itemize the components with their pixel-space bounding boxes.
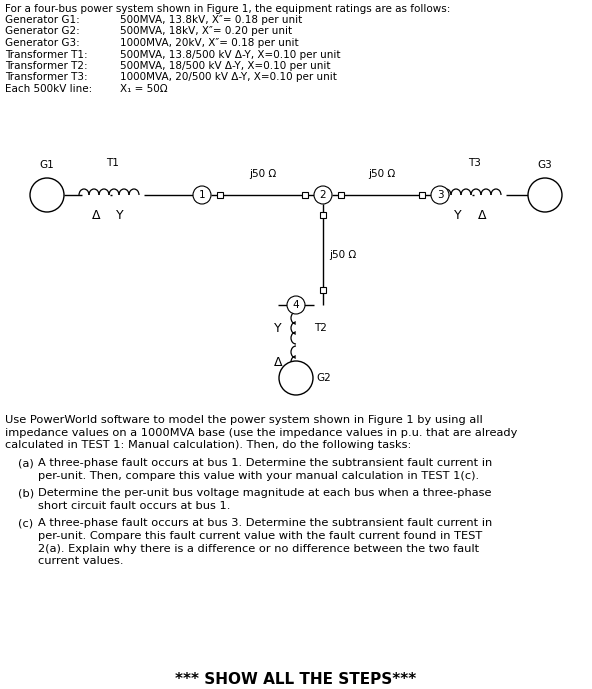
Text: (c): (c) bbox=[18, 519, 33, 528]
Circle shape bbox=[279, 361, 313, 395]
Text: Transformer T3:: Transformer T3: bbox=[5, 72, 88, 83]
Text: 500MVA, 18/500 kV Δ-Y, X=0.10 per unit: 500MVA, 18/500 kV Δ-Y, X=0.10 per unit bbox=[120, 61, 330, 71]
Text: impedance values on a 1000MVA base (use the impedance values in p.u. that are al: impedance values on a 1000MVA base (use … bbox=[5, 427, 517, 438]
Text: Generator G1:: Generator G1: bbox=[5, 15, 80, 25]
Bar bbox=[320, 287, 326, 293]
Text: T1: T1 bbox=[105, 158, 118, 168]
Circle shape bbox=[287, 296, 305, 314]
Text: T2: T2 bbox=[314, 323, 327, 333]
Bar bbox=[338, 192, 344, 198]
Text: calculated in TEST 1: Manual calculation). Then, do the following tasks:: calculated in TEST 1: Manual calculation… bbox=[5, 440, 411, 450]
Circle shape bbox=[314, 186, 332, 204]
Text: j50 Ω: j50 Ω bbox=[329, 250, 356, 260]
Text: G1: G1 bbox=[40, 160, 54, 170]
Text: Y: Y bbox=[274, 322, 282, 334]
Text: j50 Ω: j50 Ω bbox=[249, 169, 276, 179]
Circle shape bbox=[30, 178, 64, 212]
Circle shape bbox=[528, 178, 562, 212]
Text: A three-phase fault occurs at bus 3. Determine the subtransient fault current in: A three-phase fault occurs at bus 3. Det… bbox=[38, 519, 493, 528]
Text: Each 500kV line:: Each 500kV line: bbox=[5, 84, 92, 94]
Text: current values.: current values. bbox=[38, 556, 124, 566]
Text: 1000MVA, 20kV, X″= 0.18 per unit: 1000MVA, 20kV, X″= 0.18 per unit bbox=[120, 38, 298, 48]
Bar bbox=[302, 192, 308, 198]
Bar bbox=[217, 192, 223, 198]
Text: Δ: Δ bbox=[92, 209, 100, 222]
Text: Use PowerWorld software to model the power system shown in Figure 1 by using all: Use PowerWorld software to model the pow… bbox=[5, 415, 482, 425]
Circle shape bbox=[193, 186, 211, 204]
Text: Determine the per-unit bus voltage magnitude at each bus when a three-phase: Determine the per-unit bus voltage magni… bbox=[38, 489, 491, 499]
Text: X₁ = 50Ω: X₁ = 50Ω bbox=[120, 84, 168, 94]
Text: 4: 4 bbox=[292, 300, 300, 310]
Text: 500MVA, 13.8/500 kV Δ-Y, X=0.10 per unit: 500MVA, 13.8/500 kV Δ-Y, X=0.10 per unit bbox=[120, 50, 340, 59]
Text: 500MVA, 13.8kV, X″= 0.18 per unit: 500MVA, 13.8kV, X″= 0.18 per unit bbox=[120, 15, 303, 25]
Text: G3: G3 bbox=[538, 160, 552, 170]
Bar bbox=[419, 192, 425, 198]
Text: Generator G3:: Generator G3: bbox=[5, 38, 80, 48]
Text: 2: 2 bbox=[320, 190, 326, 200]
Bar bbox=[320, 212, 326, 218]
Text: T3: T3 bbox=[468, 158, 481, 168]
Text: Δ: Δ bbox=[274, 356, 282, 369]
Text: per-unit. Compare this fault current value with the fault current found in TEST: per-unit. Compare this fault current val… bbox=[38, 531, 482, 541]
Text: 3: 3 bbox=[437, 190, 443, 200]
Text: 1000MVA, 20/500 kV Δ-Y, X=0.10 per unit: 1000MVA, 20/500 kV Δ-Y, X=0.10 per unit bbox=[120, 72, 337, 83]
Text: Y: Y bbox=[116, 209, 124, 222]
Circle shape bbox=[431, 186, 449, 204]
Text: Δ: Δ bbox=[478, 209, 486, 222]
Text: *** SHOW ALL THE STEPS***: *** SHOW ALL THE STEPS*** bbox=[175, 672, 417, 687]
Text: Transformer T1:: Transformer T1: bbox=[5, 50, 88, 59]
Text: Generator G2:: Generator G2: bbox=[5, 26, 80, 37]
Text: j50 Ω: j50 Ω bbox=[368, 169, 395, 179]
Text: 500MVA, 18kV, X″= 0.20 per unit: 500MVA, 18kV, X″= 0.20 per unit bbox=[120, 26, 292, 37]
Text: per-unit. Then, compare this value with your manual calculation in TEST 1(c).: per-unit. Then, compare this value with … bbox=[38, 471, 479, 481]
Text: short circuit fault occurs at bus 1.: short circuit fault occurs at bus 1. bbox=[38, 501, 230, 511]
Text: For a four-bus power system shown in Figure 1, the equipment ratings are as foll: For a four-bus power system shown in Fig… bbox=[5, 4, 451, 14]
Text: 2(a). Explain why there is a difference or no difference between the two fault: 2(a). Explain why there is a difference … bbox=[38, 544, 479, 553]
Text: G2: G2 bbox=[316, 373, 331, 383]
Text: (b): (b) bbox=[18, 489, 34, 499]
Text: 1: 1 bbox=[199, 190, 205, 200]
Text: (a): (a) bbox=[18, 458, 34, 469]
Text: Transformer T2:: Transformer T2: bbox=[5, 61, 88, 71]
Text: A three-phase fault occurs at bus 1. Determine the subtransient fault current in: A three-phase fault occurs at bus 1. Det… bbox=[38, 458, 493, 469]
Text: Y: Y bbox=[454, 209, 462, 222]
